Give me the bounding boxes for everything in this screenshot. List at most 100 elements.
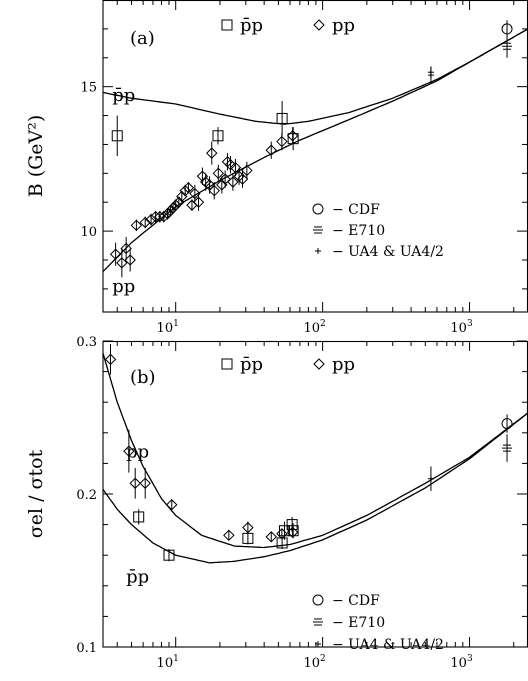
plot-frame <box>102 0 528 313</box>
x-tick-base: 10 <box>450 321 467 336</box>
square-marker <box>287 525 299 537</box>
diamond-marker <box>192 196 205 208</box>
data-point-diamond <box>276 132 288 151</box>
data-point-diamond <box>186 199 198 211</box>
data-point-circle <box>501 20 513 38</box>
data-point-square <box>276 101 288 136</box>
diamond-marker <box>129 477 141 489</box>
data-point-diamond <box>276 528 288 540</box>
legend-key-circle-marker <box>312 594 324 606</box>
y-axis-label: σel / σtot <box>25 449 47 538</box>
x-tick-exponent: 1 <box>173 654 179 664</box>
diamond-marker <box>120 242 132 255</box>
diamond-marker <box>208 184 220 197</box>
legend-key-star-marker <box>315 641 321 647</box>
cross-marker <box>502 42 513 50</box>
diamond-marker <box>286 130 299 142</box>
diamond-marker <box>124 254 136 266</box>
data-point-diamond <box>241 161 253 180</box>
plot-frame <box>102 340 528 648</box>
x-tick-base: 10 <box>303 321 320 336</box>
data-point-star <box>427 66 434 78</box>
header-legend-square-marker <box>221 358 233 370</box>
legend-key-circle-marker <box>312 203 324 215</box>
header-legend-diamond-marker <box>313 19 325 31</box>
square-marker <box>133 511 145 523</box>
diamond-marker <box>104 353 117 366</box>
legend-key-label: − E710 <box>332 223 385 239</box>
data-point-diamond <box>149 210 162 223</box>
data-point-diamond <box>192 193 205 211</box>
x-tick-base: 10 <box>450 656 467 671</box>
data-point-diamond <box>227 173 239 191</box>
data-point-diamond <box>104 344 117 375</box>
data-point-diamond <box>120 236 132 260</box>
diamond-marker <box>276 528 288 540</box>
legend-key-cross-marker <box>313 618 323 626</box>
diamond-marker <box>224 158 237 171</box>
x-tick-exponent: 2 <box>320 319 326 329</box>
data-point-diamond <box>286 127 299 145</box>
circle-marker <box>501 418 513 430</box>
star-marker <box>427 69 434 76</box>
data-point-square <box>111 115 123 156</box>
data-point-diamond <box>236 170 249 188</box>
diamond-marker <box>265 531 277 543</box>
data-point-square <box>163 549 175 562</box>
square-marker <box>287 133 299 145</box>
x-tick-label: 102 <box>303 319 325 336</box>
x-tick-exponent: 2 <box>320 654 326 664</box>
data-point-diamond <box>206 141 218 165</box>
data-point-square <box>287 523 299 539</box>
header-legend-diamond-marker <box>313 358 325 370</box>
square-marker <box>276 112 288 124</box>
x-tick-exponent: 1 <box>173 319 179 329</box>
diamond-marker <box>164 205 177 217</box>
square-marker <box>111 130 123 142</box>
data-point-diamond <box>116 248 128 278</box>
diamond-marker <box>223 529 235 542</box>
data-point-diamond <box>242 521 254 534</box>
legend-key-label: − CDF <box>332 202 380 218</box>
x-tick-label: 103 <box>450 319 473 336</box>
header-legend-label: pp <box>332 354 355 375</box>
data-point-diamond <box>182 182 195 194</box>
y-tick-label: 0.3 <box>76 335 97 350</box>
data-point-diamond <box>224 156 237 174</box>
data-point-square <box>242 532 254 545</box>
data-point-star <box>427 466 434 491</box>
diamond-marker <box>139 477 151 489</box>
x-tick-base: 10 <box>303 656 320 671</box>
data-point-diamond <box>139 467 151 499</box>
header-legend-label: p̄p <box>240 354 263 375</box>
legend-key-label: − UA4 & UA4/2 <box>332 637 444 653</box>
curve-label: p̄p <box>126 567 149 588</box>
header-legend-label: p̄p <box>240 15 263 36</box>
header-legend-label: pp <box>332 15 355 36</box>
panel-tag: (a) <box>130 28 155 49</box>
curve-second <box>102 412 528 564</box>
data-point-diamond <box>166 499 178 511</box>
diamond-marker <box>241 164 253 177</box>
y-tick-label: 0.1 <box>76 641 97 656</box>
square-marker <box>286 519 298 531</box>
curve-first <box>102 353 528 549</box>
diamond-marker <box>212 167 225 180</box>
data-point-diamond <box>229 158 242 177</box>
diamond-marker <box>109 248 122 260</box>
y-tick-label: 0.2 <box>76 488 97 503</box>
data-point-diamond <box>139 216 151 229</box>
data-point-diamond <box>223 529 235 542</box>
data-point-square <box>287 127 299 151</box>
diamond-marker <box>123 445 135 457</box>
square-marker <box>163 549 175 561</box>
x-tick-exponent: 3 <box>467 319 473 329</box>
y-tick-label: 10 <box>80 225 97 240</box>
y-axis-label: B (GeV²) <box>25 115 47 198</box>
legend-key-star-marker <box>315 248 321 254</box>
diamond-marker <box>229 161 242 174</box>
diamond-marker <box>286 526 299 538</box>
diamond-marker <box>189 187 201 200</box>
